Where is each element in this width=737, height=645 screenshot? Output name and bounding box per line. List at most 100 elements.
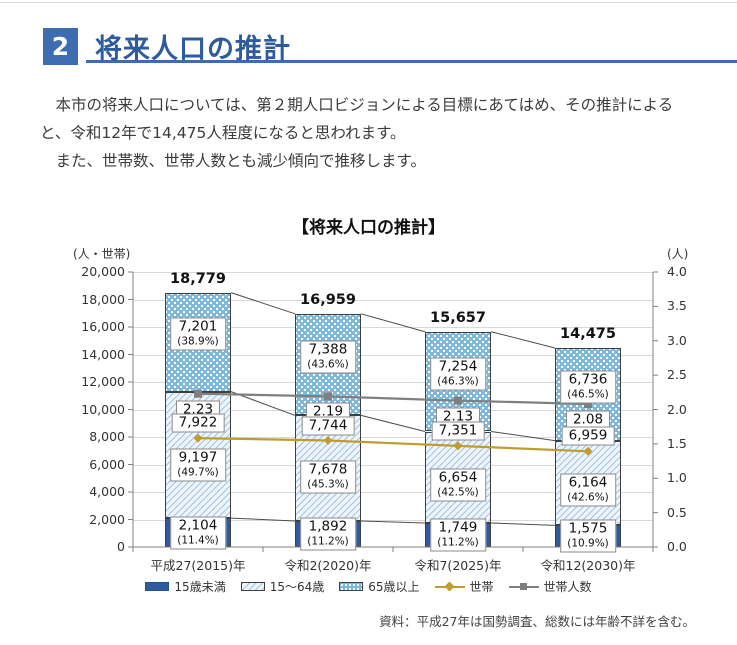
households-value-label: 6,959: [561, 426, 615, 446]
elderly-value-label: 7,254 (46.3%): [430, 357, 486, 391]
gridline: [133, 437, 653, 438]
elderly-value-label: 7,201 (38.9%): [170, 317, 226, 351]
y-axis-left-tick-label: 12,000: [81, 374, 125, 389]
value-text: 7,922: [178, 414, 218, 431]
page-top-rule: [0, 2, 737, 3]
value-text: 2,104: [178, 517, 218, 533]
working-age-value-label: 9,197 (49.7%): [170, 448, 226, 482]
x-axis-label: 令和2(2020)年: [284, 558, 372, 573]
y-axis-right-tick-label: 0.5: [667, 504, 687, 520]
series-connector-line: [230, 292, 296, 315]
working-age-value-label: 7,678 (45.3%): [300, 460, 356, 494]
diamond-line-legend-swatch: [434, 581, 465, 592]
bar-total-label: 14,475: [560, 326, 616, 342]
value-text: 1,749: [438, 519, 478, 536]
households-value-label: 7,351: [431, 421, 485, 441]
series-connector-line: [360, 520, 426, 524]
percent-text: (11.2%): [437, 536, 479, 549]
sw-dots-legend-swatch: [339, 582, 364, 591]
value-text: 6,164: [568, 474, 608, 491]
y-axis-right-tick-label: 2.0: [667, 401, 687, 417]
legend-item-working-age: 15〜64歳: [240, 578, 325, 595]
gridline: [133, 272, 653, 273]
percent-text: (11.2%): [307, 535, 349, 548]
gridline: [133, 327, 653, 328]
y-axis-right-tick-label: 1.5: [667, 435, 687, 451]
value-text: 7,744: [308, 417, 348, 433]
gridline: [133, 299, 653, 301]
legend-item-households: 世帯: [434, 578, 494, 595]
working-age-value-label: 6,654 (42.5%): [430, 468, 486, 501]
chart-legend: 15歳未満 15〜64歳 65歳以上 世帯 世帯人数: [0, 578, 737, 595]
bar-total-label: 16,959: [300, 291, 356, 308]
series-connector-line: [360, 313, 426, 333]
x-axis-label: 平成27(2015)年: [150, 558, 246, 573]
under15-value-label: 1,892 (11.2%): [300, 517, 356, 551]
households-value-label: 7,744: [301, 416, 355, 435]
legend-item-elderly: 65歳以上: [339, 578, 420, 595]
header-underline: [86, 60, 737, 63]
value-text: 7,201: [178, 318, 218, 335]
y-axis-right-tick-label: 1.0: [667, 470, 687, 486]
diamond-marker: [453, 441, 463, 451]
value-text: 9,197: [178, 449, 218, 466]
value-text: 2.13: [442, 408, 474, 425]
value-text: 2.23: [182, 401, 214, 418]
section-number-badge: 2: [43, 28, 78, 65]
y-axis-left-tick-label: 18,000: [81, 291, 125, 307]
percent-text: (43.6%): [307, 358, 349, 370]
percent-text: (38.9%): [177, 335, 219, 348]
legend-label: 世帯: [469, 580, 494, 594]
value-text: 7,388: [308, 341, 348, 357]
square-marker: [584, 400, 592, 408]
percent-text: (42.5%): [437, 486, 479, 498]
percent-text: (46.5%): [567, 388, 609, 401]
legend-label: 15〜64歳: [269, 580, 325, 594]
value-text: 7,678: [308, 461, 348, 478]
under15-value-label: 1,749 (11.2%): [430, 518, 486, 552]
elderly-value-label: 6,736 (46.5%): [560, 370, 616, 404]
square-line-legend-swatch: [508, 581, 539, 592]
square-legend-marker: [519, 583, 527, 590]
gridline: [133, 464, 653, 466]
working-age-value-label: 6,164 (42.6%): [560, 473, 616, 507]
value-text: 1,892: [308, 518, 348, 535]
value-text: 6,959: [568, 427, 608, 444]
series-connector-line: [490, 331, 556, 349]
y-axis-right-unit: (人): [667, 247, 689, 261]
percent-text: (45.3%): [307, 478, 349, 491]
legend-item-household-size: 世帯人数: [508, 578, 592, 595]
gridline: [133, 409, 653, 411]
y-axis-left-tick-label: 6,000: [89, 456, 125, 472]
under15-value-label: 2,104 (11.4%): [170, 516, 226, 549]
gridline: [133, 519, 653, 521]
under15-value-label: 1,575 (10.9%): [560, 519, 616, 553]
series-connector-line: [490, 430, 556, 442]
bar-segment-elderly: [165, 292, 231, 392]
household-size-value-label: 2.13: [435, 407, 481, 427]
section-header: 2 将来人口の推計: [43, 27, 291, 66]
households-value-label: 7,922: [171, 413, 225, 433]
value-text: 2.08: [572, 411, 604, 428]
gridline: [133, 492, 653, 493]
bar-total-label: 18,779: [170, 270, 226, 287]
sw-hatch-legend-swatch: [240, 582, 265, 591]
households-line: [197, 437, 589, 453]
square-marker: [194, 389, 202, 398]
source-note: 資料：平成27年は国勢調査、総数には年齢不詳を含む。: [379, 614, 695, 629]
population-chart: (人・世帯) (人) 0 2,000 4,000 6,000 8,000 10,000 12…: [73, 240, 703, 573]
y-axis-right-tick-label: 0.0: [667, 539, 687, 554]
y-axis-left-tick-label: 20,000: [81, 264, 125, 279]
legend-item-under15: 15歳未満: [145, 578, 226, 595]
x-axis-label: 令和7(2025)年: [414, 558, 502, 573]
value-text: 1,575: [568, 520, 608, 537]
diamond-marker: [323, 436, 333, 445]
series-connector-line: [230, 517, 296, 522]
legend-label: 65歳以上: [368, 580, 420, 594]
percent-text: (49.7%): [177, 466, 219, 479]
y-axis-left-tick-label: 0: [117, 539, 125, 554]
y-axis-right-tick-label: 3.5: [667, 298, 687, 314]
household-size-line: [197, 392, 589, 406]
chart-lines-overlay: [128, 271, 658, 552]
value-text: 6,736: [568, 371, 608, 388]
